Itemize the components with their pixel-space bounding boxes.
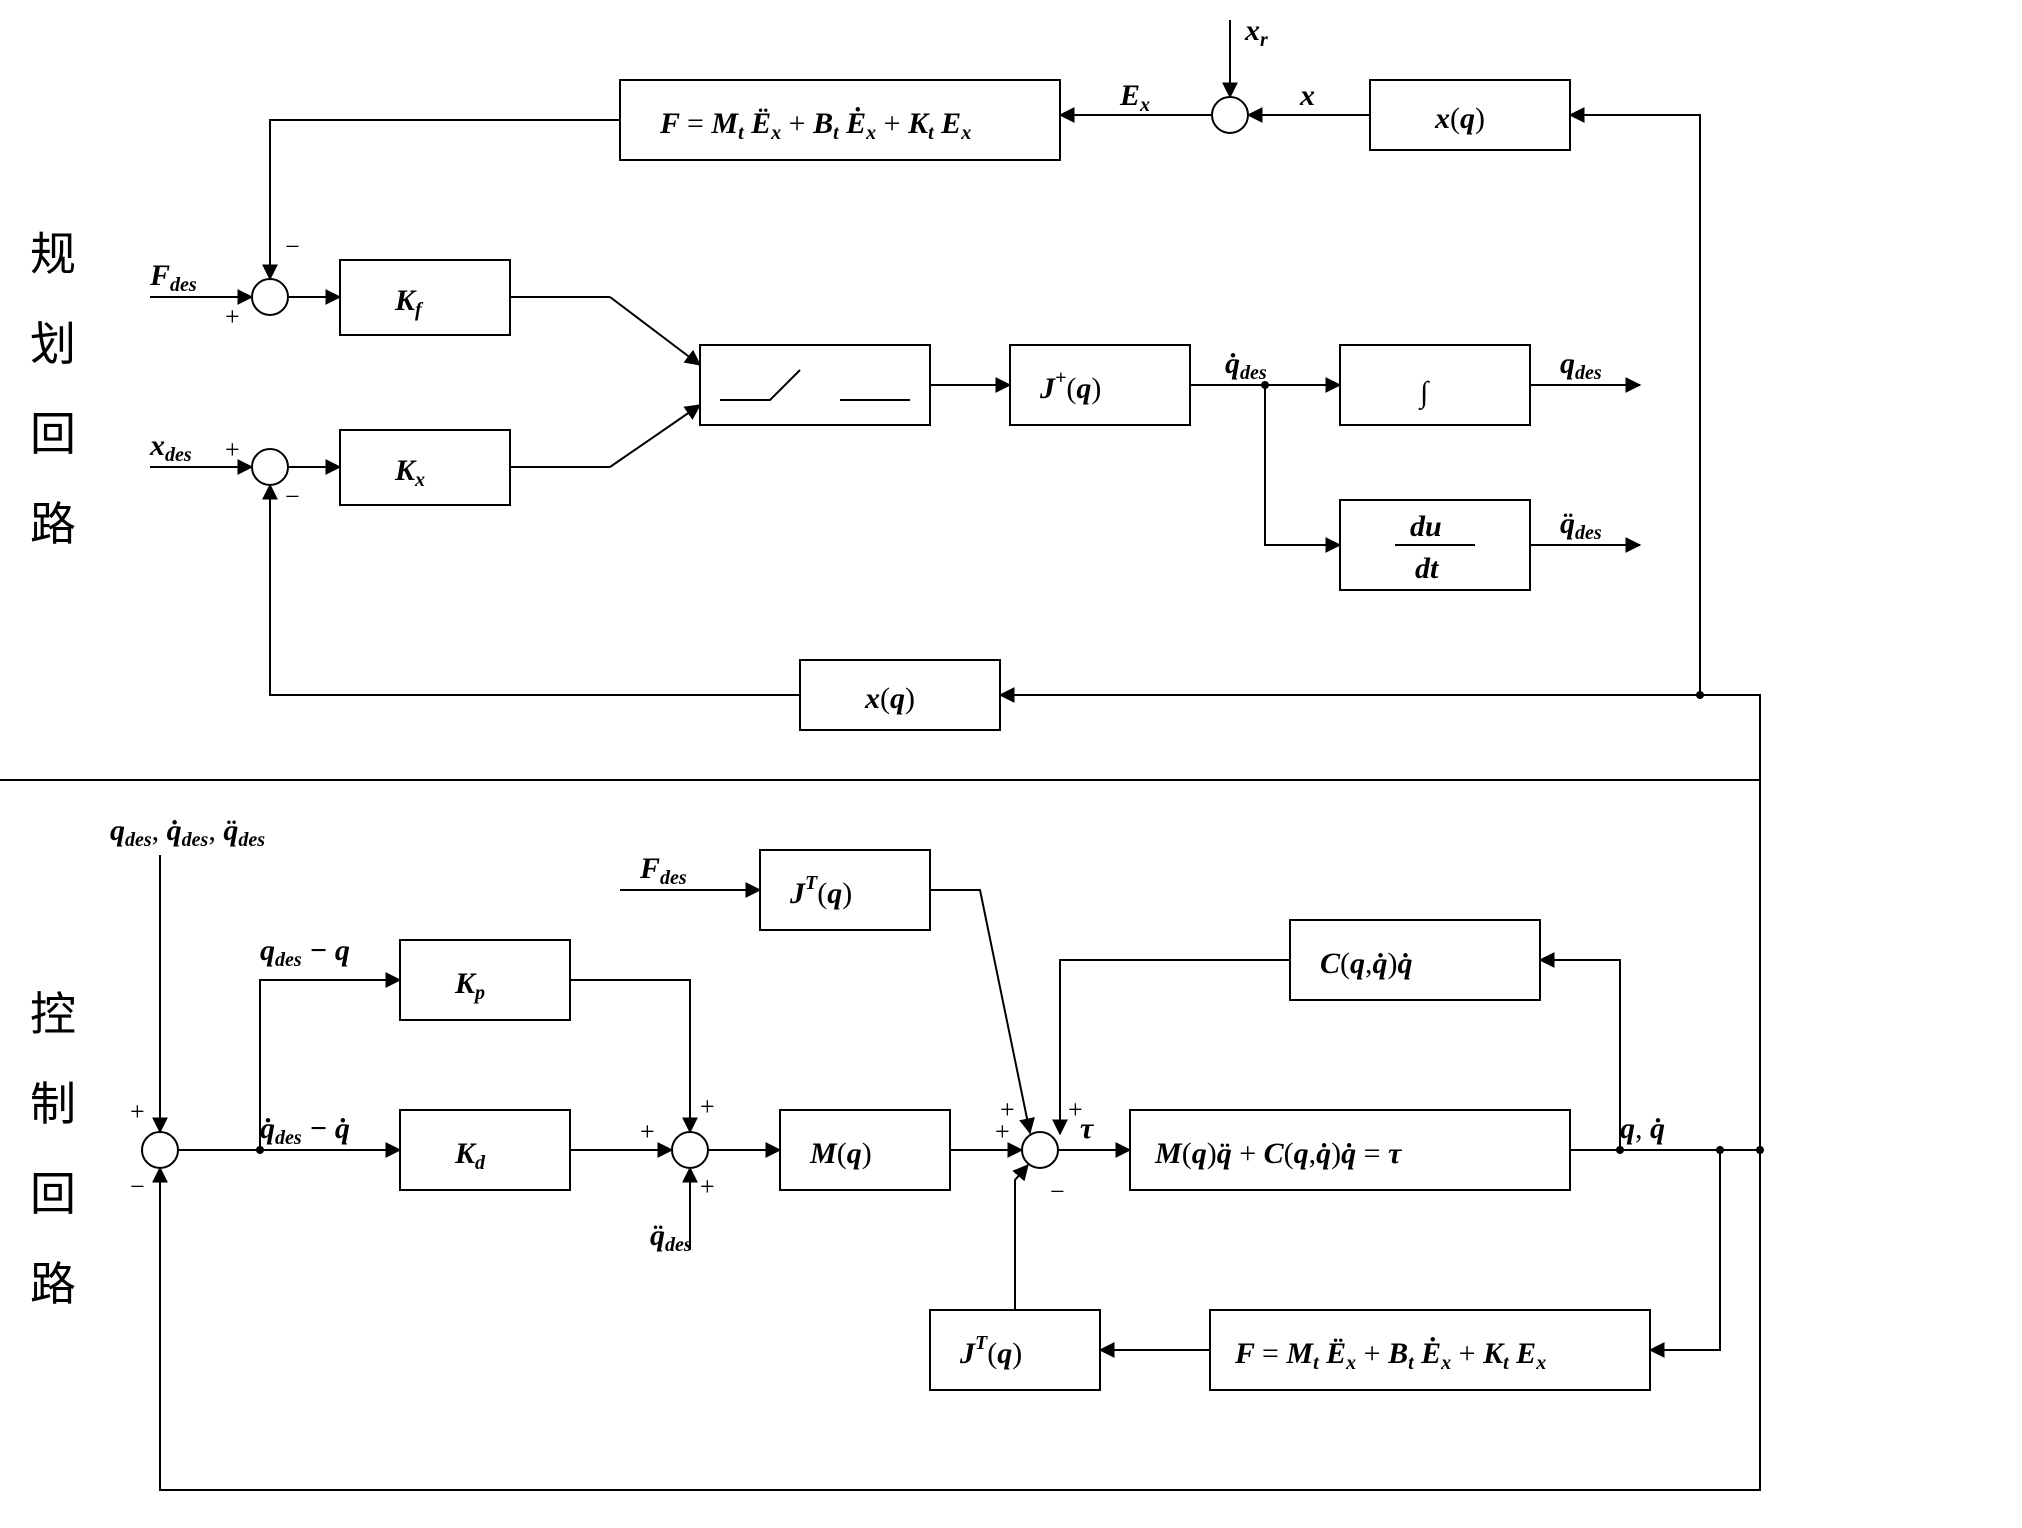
label-x: x [1299,79,1315,112]
svg-text:C(q,q̇)q̇: C(q,q̇)q̇ [1320,947,1413,980]
block-impedance-bot: F = Mt Ëx + Bt Ėx + Kt Ex [1210,1310,1650,1390]
svg-text:M(q): M(q) [809,1137,872,1170]
svg-text:du: du [1410,510,1442,543]
svg-text:制: 制 [30,1079,76,1130]
label-qdddes: q̈des [1560,507,1602,544]
svg-text:JT(q): JT(q) [959,1332,1022,1370]
arrow-cqq-out [1060,960,1290,1134]
svg-text:规: 规 [30,229,76,280]
block-kx: Kx [340,430,510,505]
block-xq-bottom: x(q) [800,660,1000,730]
sum-ctrl-mid [672,1132,708,1168]
svg-text:x(q): x(q) [1434,102,1485,135]
block-kf: Kf [340,260,510,335]
arrow-F-feedback [270,120,620,279]
block-derivative: du dt [1340,500,1530,590]
arrow-xq-bot-to-possum [270,485,800,695]
planning-loop-label: 规 划 回 路 [30,229,76,550]
label-xdes: xdes [149,429,192,466]
sign-ctrl-left-plus: + [130,1097,145,1126]
sign-force-plus: + [225,302,240,331]
label-qdes-minus-q: qdes − q [260,934,350,971]
branch-bus-1 [1756,1146,1764,1154]
block-xq-top: x(q) [1370,80,1570,150]
svg-text:x(q): x(q) [864,682,915,715]
svg-text:F = Mt Ëx + Bt Ėx + Kt Ex: F = Mt Ëx + Bt Ėx + Kt Ex [1234,1337,1546,1374]
block-integrator: ∫ [1340,345,1530,425]
block-cqq: C(q,q̇)q̇ [1290,920,1540,1000]
arrow-jtq-top-out [930,890,1030,1133]
svg-text:J+(q): J+(q) [1039,367,1101,405]
svg-text:JT(q): JT(q) [789,872,852,910]
sum-ctrl-left [142,1132,178,1168]
wire-top-right-feedback [1570,115,1700,695]
arrow-kp-out [570,980,690,1132]
svg-text:M(q)q̈ + C(q,q̇)q̇ = τ: M(q)q̈ + C(q,q̇)q̇ = τ [1154,1137,1403,1170]
svg-text:∫: ∫ [1418,376,1430,411]
sign-ctrl-left-minus: − [130,1172,145,1201]
block-jtq-bot: JT(q) [930,1310,1100,1390]
arrow-to-impbot [1650,1150,1720,1350]
label-qdot-minus: q̇des − q̇ [260,1112,350,1149]
block-jtq-top: JT(q) [760,850,930,930]
block-jplus: J+(q) [1010,345,1190,425]
control-loop-label: 控 制 回 路 [30,989,76,1310]
sign-force-minus: − [285,232,300,261]
arrow-kx-slant [610,405,700,467]
control-block-diagram: 规 划 回 路 控 制 回 路 F = Mt Ëx + Bt Ėx + Kt E… [0,0,2022,1528]
svg-text:路: 路 [30,1259,76,1310]
sign-tau-plus-diag: + [1000,1095,1015,1124]
sign-pos-plus: + [225,435,240,464]
svg-text:划: 划 [30,319,76,370]
svg-text:dt: dt [1415,552,1440,585]
arrow-to-deriv [1265,385,1340,545]
label-tau: τ [1080,1112,1095,1145]
arrow-kf-slant [610,297,700,365]
svg-text:回: 回 [30,409,76,460]
svg-text:路: 路 [30,499,76,550]
arrow-to-kp [178,980,400,1150]
label-fdes: Fdes [149,259,197,296]
svg-text:控: 控 [30,989,76,1040]
label-ex: Ex [1119,79,1150,116]
svg-text:F = Mt Ëx + Bt Ėx + Kt Ex: F = Mt Ëx + Bt Ėx + Kt Ex [659,107,971,144]
sign-mid-plus-bot: + [700,1172,715,1201]
label-fdes2: Fdes [639,852,687,889]
arrow-jtq-bot-out [1015,1165,1028,1310]
wire-output-bus-up [1700,695,1760,1150]
sign-pos-minus: − [285,482,300,511]
sum-force-error [252,279,288,315]
label-qqdot: q, q̇ [1620,1112,1665,1145]
block-switch [700,345,930,425]
sign-mid-plus-top: + [700,1092,715,1121]
block-kd: Kd [400,1110,570,1190]
sum-ctrl-tau [1022,1132,1058,1168]
label-qdes: qdes [1560,347,1602,384]
branch-ctrl-1 [256,1146,264,1154]
label-qdd-in: q̈des [650,1219,692,1256]
block-mq: M(q) [780,1110,950,1190]
svg-text:回: 回 [30,1169,76,1220]
label-xr: xr [1244,14,1268,51]
label-qdotdes: q̇des [1225,347,1267,384]
block-kp: Kp [400,940,570,1020]
label-qtriple: qdes, q̇des, q̈des [110,814,265,851]
sum-ex [1212,97,1248,133]
sum-pos-error [252,449,288,485]
sign-mid-plus-left: + [640,1117,655,1146]
block-dynamics: M(q)q̈ + C(q,q̇)q̇ = τ [1130,1110,1570,1190]
sign-tau-minus-bot: − [1050,1177,1065,1206]
block-impedance-top: F = Mt Ëx + Bt Ėx + Kt Ex [620,80,1060,160]
